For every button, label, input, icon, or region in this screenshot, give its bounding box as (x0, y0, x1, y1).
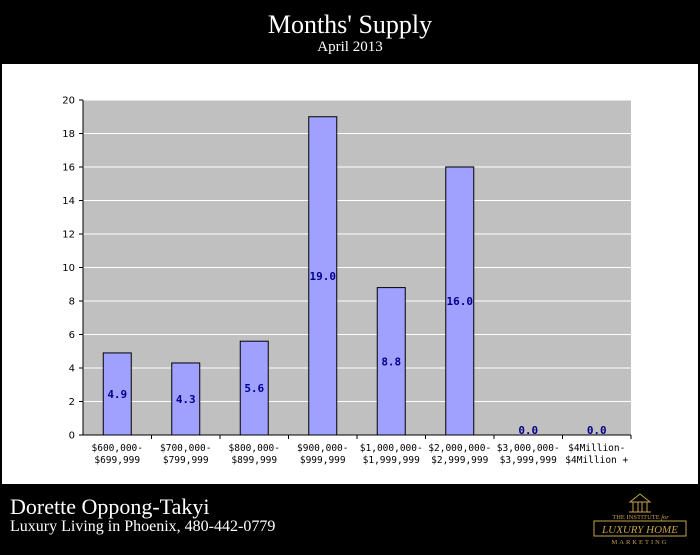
bar (102, 352, 132, 436)
x-tick-label: $4Million- (568, 443, 625, 454)
x-tick-label: $799,999 (163, 455, 209, 466)
y-tick-label: 14 (62, 196, 75, 207)
x-tick-label: $999,999 (300, 455, 346, 466)
logo-line1: THE INSTITUTE (612, 514, 660, 521)
y-tick-label: 16 (62, 163, 75, 174)
logo-line3: MARKETING (612, 539, 669, 546)
logo-banner (593, 520, 687, 537)
x-tick-label: $2,999,999 (431, 455, 488, 466)
data-label: 16.0 (447, 295, 474, 308)
agent-tagline: Luxury Living in Phoenix, 480-442-0779 (10, 518, 276, 535)
bar (171, 362, 201, 436)
data-label: 19.0 (310, 270, 337, 283)
x-tick-label: $900,000- (297, 443, 348, 454)
x-tick-label: $600,000- (92, 443, 143, 454)
bar (308, 116, 338, 436)
data-label: 0.0 (518, 424, 538, 437)
x-tick-label: $899,999 (231, 455, 277, 466)
pillar-icon (628, 493, 652, 513)
data-label: 4.3 (176, 393, 196, 406)
bar (376, 287, 406, 436)
logo-line1-suffix: for (661, 514, 669, 521)
agent-name: Dorette Oppong-Takyi (10, 494, 210, 519)
institute-logo: THE INSTITUTE for LUXURY HOME MARKETING (593, 493, 687, 546)
x-tick-label: $1,999,999 (363, 455, 420, 466)
data-label: 5.6 (244, 382, 264, 395)
x-tick-label: $2,000,000- (428, 443, 491, 454)
data-label: 0.0 (587, 424, 607, 437)
x-tick-label: $4Million + (565, 455, 628, 466)
chart-title: Months' Supply (267, 10, 433, 39)
y-tick-label: 8 (69, 297, 75, 308)
chart-subtitle: April 2013 (317, 39, 383, 55)
data-label: 4.9 (107, 388, 127, 401)
bar (445, 166, 475, 436)
x-tick-label: $800,000- (229, 443, 280, 454)
y-tick-label: 6 (69, 330, 75, 341)
y-tick-label: 4 (69, 364, 75, 375)
y-tick-label: 20 (62, 96, 75, 107)
x-tick-label: $700,000- (160, 443, 211, 454)
x-tick-label: $3,000,000- (497, 443, 560, 454)
y-tick-label: 0 (69, 431, 75, 442)
chart-header: Months' Supply April 2013 (0, 0, 700, 64)
footer: Dorette Oppong-Takyi Luxury Living in Ph… (0, 484, 700, 555)
x-tick-label: $699,999 (94, 455, 140, 466)
y-tick-label: 12 (62, 230, 75, 241)
x-tick-label: $1,000,000- (360, 443, 423, 454)
bar (239, 340, 269, 436)
y-tick-label: 18 (62, 129, 75, 140)
y-tick-label: 10 (62, 263, 75, 274)
logo-line2: LUXURY HOME (601, 524, 678, 536)
bar-chart: 0 2 4 6 8 10 12 14 16 18 20 4.9 $600,000-$699,999 4.3… (62, 96, 632, 466)
data-label: 8.8 (381, 355, 401, 368)
y-tick-label: 2 (69, 397, 75, 408)
x-tick-label: $3,999,999 (500, 455, 557, 466)
chart-panel: 0 2 4 6 8 10 12 14 16 18 20 4.9 $600,000- $699,999 4.3… (2, 64, 698, 484)
